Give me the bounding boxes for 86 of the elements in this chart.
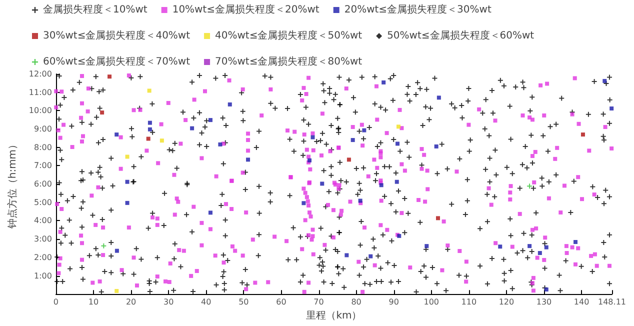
point	[580, 132, 585, 137]
y-tick-label: 2:00	[34, 252, 52, 262]
point	[544, 288, 548, 292]
point	[346, 158, 351, 162]
legend-label: 30%wt≤金属损失程度＜40%wt	[43, 30, 190, 42]
legend-label: 20%wt≤金属损失程度＜30%wt	[344, 4, 492, 16]
point	[125, 200, 130, 205]
x-tick-label: 30	[163, 298, 174, 307]
point	[436, 216, 440, 220]
y-tick-label: 8:00	[34, 142, 52, 152]
x-tick-label: 80	[351, 298, 362, 307]
x-tick-label: 120	[498, 298, 514, 307]
point	[396, 124, 400, 129]
point	[610, 106, 614, 110]
point	[148, 127, 152, 132]
legend-label: 金属损失程度＜10%wt	[43, 4, 148, 16]
point	[379, 183, 384, 188]
x-tick-label: 140	[574, 298, 590, 307]
point	[208, 118, 212, 122]
point	[498, 244, 502, 249]
point	[396, 142, 400, 146]
x-tick-label: 100	[424, 298, 440, 307]
x-tick-label: 50	[238, 298, 249, 307]
point	[228, 102, 232, 106]
point	[125, 154, 130, 159]
x-tick-label: 148.11	[598, 298, 626, 307]
point	[246, 158, 250, 162]
point	[350, 138, 355, 142]
point	[101, 243, 106, 248]
point	[382, 80, 386, 84]
point	[368, 254, 373, 258]
y-tick-label: 5:00	[34, 198, 52, 207]
x-tick-label: 0	[53, 298, 58, 307]
point	[538, 251, 542, 256]
point	[302, 201, 306, 206]
point	[344, 253, 349, 258]
legend-label: 70%wt≤金属损失程度＜80%wt	[215, 56, 362, 68]
x-tick-label: 90	[388, 298, 399, 307]
x-tick-label: 130	[536, 298, 552, 307]
x-tick-label: 20	[126, 298, 136, 307]
point	[190, 126, 194, 130]
point	[424, 244, 429, 248]
point	[358, 198, 362, 203]
legend-label: 50%wt≤金属损失程度＜60%wt	[387, 30, 534, 42]
x-tick-label: 60	[276, 298, 286, 307]
y-tick-label: 12:00	[28, 70, 52, 78]
x-tick-label: 10	[88, 298, 99, 307]
y-tick-label: 10:00	[28, 106, 52, 116]
point	[148, 120, 152, 125]
point	[147, 88, 152, 93]
legend-label: 10%wt≤金属损失程度＜20%wt	[172, 4, 320, 16]
point	[114, 248, 119, 253]
point	[114, 288, 119, 293]
y-axis-title: 钟点方位（h:mm）	[6, 139, 18, 230]
legend-label: 60%wt≤金属损失程度＜70%wt	[43, 56, 190, 68]
point	[310, 135, 315, 140]
point	[100, 110, 104, 115]
legend-label: 40%wt≤金属损失程度＜50%wt	[215, 30, 362, 42]
point	[320, 182, 324, 186]
y-tick-label: 4:00	[34, 216, 52, 226]
point	[108, 74, 112, 79]
y-tick-label: 3:00	[34, 234, 52, 244]
x-tick-label: 110	[461, 298, 477, 307]
point	[125, 180, 130, 184]
point	[146, 136, 150, 141]
point	[574, 240, 578, 244]
point	[544, 245, 548, 250]
y-tick-label: 7:00	[34, 161, 52, 170]
point	[527, 184, 532, 189]
x-tick-label: 70	[314, 298, 324, 307]
x-tick-label: 40	[201, 298, 212, 307]
point	[602, 78, 607, 83]
point	[362, 128, 366, 132]
y-tick-label: 9:00	[34, 124, 52, 134]
y-tick-label: 1:00	[34, 271, 52, 280]
point	[528, 244, 532, 248]
x-axis-title: 里程（km）	[306, 310, 362, 322]
point	[114, 132, 119, 137]
y-tick-label: 6:00	[34, 180, 52, 189]
point	[394, 180, 399, 184]
point	[160, 138, 164, 143]
y-tick-label: 11:00	[28, 88, 52, 97]
point	[218, 142, 222, 146]
point	[208, 210, 212, 215]
point	[434, 144, 438, 148]
point	[436, 96, 441, 100]
